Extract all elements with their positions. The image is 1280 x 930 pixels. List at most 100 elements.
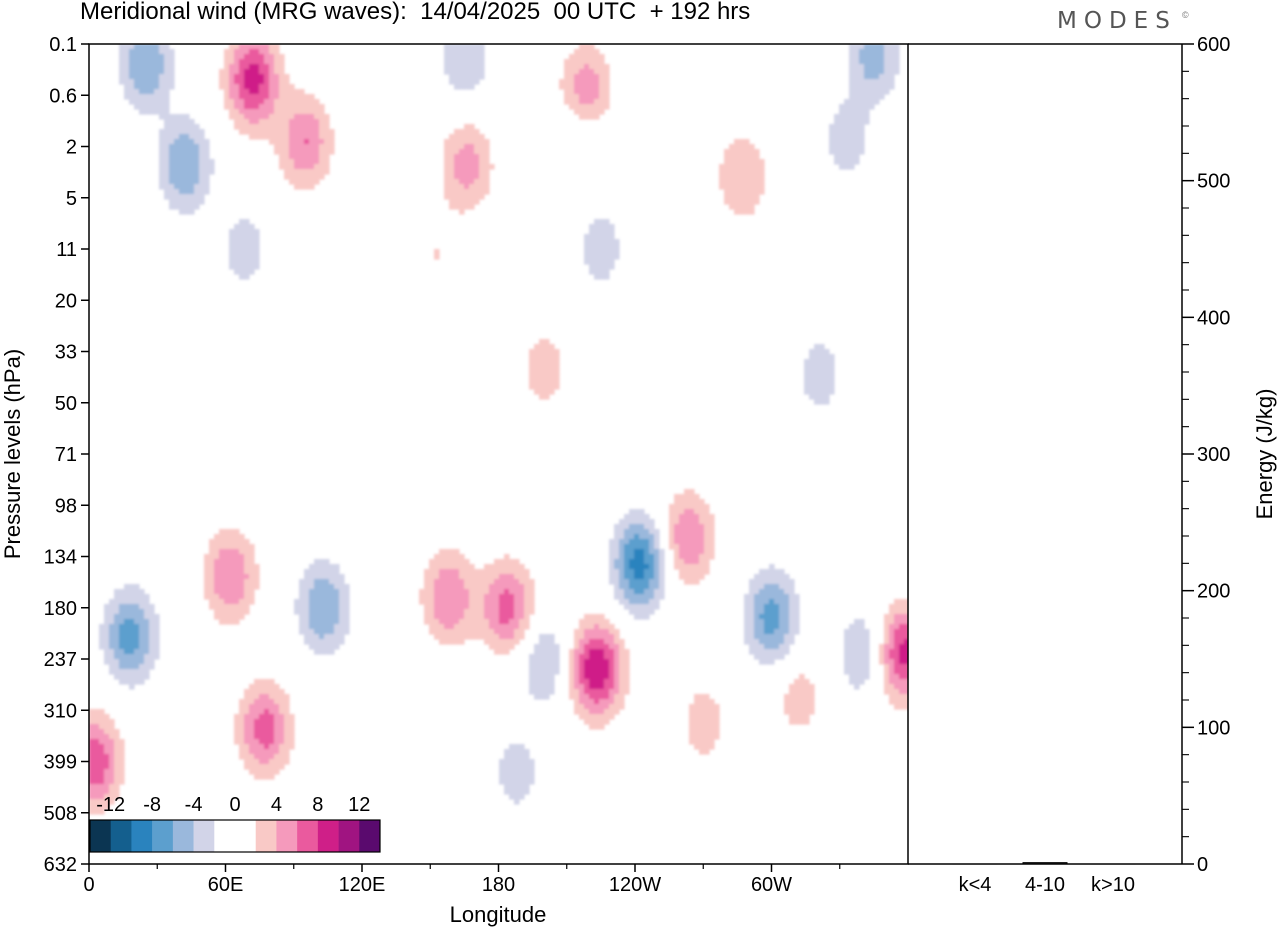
heatmap-cell <box>309 599 315 605</box>
heatmap-cell <box>164 104 170 110</box>
heatmap-cell <box>299 134 305 140</box>
heatmap-cell <box>254 244 260 250</box>
heatmap-cell <box>479 49 485 55</box>
heatmap-cell <box>704 749 710 755</box>
heatmap-cell <box>704 509 710 515</box>
heatmap-cell <box>779 619 785 625</box>
heatmap-cell <box>614 239 620 245</box>
heatmap-cell <box>494 639 500 645</box>
heatmap-cell <box>254 109 260 115</box>
heatmap-cell <box>509 759 515 765</box>
heatmap-cell <box>849 639 855 645</box>
heatmap-cell <box>849 139 855 145</box>
heatmap-cell <box>299 129 305 135</box>
heatmap-cell <box>874 64 880 70</box>
heatmap-cell <box>599 674 605 680</box>
heatmap-cell <box>104 639 110 645</box>
heatmap-cell <box>749 629 755 635</box>
heatmap-cell <box>869 84 875 90</box>
heatmap-cell <box>839 114 845 120</box>
heatmap-cell <box>254 569 260 575</box>
heatmap-cell <box>244 124 250 130</box>
heatmap-cell <box>539 339 545 345</box>
heatmap-cell <box>609 544 615 550</box>
heatmap-cell <box>614 559 620 565</box>
heatmap-cell <box>709 739 715 745</box>
heatmap-cell <box>869 64 875 70</box>
heatmap-cell <box>714 734 720 740</box>
heatmap-cell <box>889 59 895 65</box>
heatmap-cell <box>619 694 625 700</box>
heatmap-cell <box>469 64 475 70</box>
heatmap-cell <box>709 744 715 750</box>
heatmap-cell <box>629 534 635 540</box>
heatmap-cell <box>324 574 330 580</box>
heatmap-cell <box>144 609 150 615</box>
heatmap-cell <box>484 624 490 630</box>
heatmap-cell <box>244 764 250 770</box>
heatmap-cell <box>274 74 280 80</box>
heatmap-cell <box>484 149 490 155</box>
heatmap-cell <box>99 644 105 650</box>
heatmap-cell <box>849 124 855 130</box>
heatmap-cell <box>614 629 620 635</box>
heatmap-cell <box>494 569 500 575</box>
heatmap-cell <box>534 344 540 350</box>
heatmap-cell <box>519 784 525 790</box>
heatmap-cell <box>484 614 490 620</box>
heatmap-cell <box>519 619 525 625</box>
heatmap-cell <box>449 64 455 70</box>
heatmap-cell <box>219 549 225 555</box>
heatmap-cell <box>544 379 550 385</box>
heatmap-cell <box>884 629 890 635</box>
heatmap-cell <box>319 104 325 110</box>
heatmap-cell <box>589 79 595 85</box>
heatmap-cell <box>474 74 480 80</box>
heatmap-cell <box>209 544 215 550</box>
heatmap-cell <box>474 174 480 180</box>
heatmap-cell <box>319 134 325 140</box>
heatmap-cell <box>169 84 175 90</box>
heatmap-cell <box>839 129 845 135</box>
y-tick-label: 310 <box>44 700 77 722</box>
heatmap-cell <box>469 584 475 590</box>
heatmap-cell <box>254 59 260 65</box>
heatmap-cell <box>489 634 495 640</box>
heatmap-cell <box>99 744 105 750</box>
heatmap-cell <box>754 634 760 640</box>
heatmap-cell <box>319 149 325 155</box>
heatmap-cell <box>324 134 330 140</box>
colorbar-label: -8 <box>143 794 161 816</box>
heatmap-cell <box>834 129 840 135</box>
heatmap-cell <box>134 84 140 90</box>
heatmap-cell <box>479 569 485 575</box>
heatmap-cell <box>614 674 620 680</box>
heatmap-cell <box>329 139 335 145</box>
heatmap-cell <box>244 54 250 60</box>
heatmap-cell <box>774 594 780 600</box>
heatmap-cell <box>769 644 775 650</box>
heatmap-cell <box>514 784 520 790</box>
heatmap-cell <box>134 649 140 655</box>
heatmap-cell <box>674 544 680 550</box>
heatmap-cell <box>444 64 450 70</box>
heatmap-cell <box>749 579 755 585</box>
heatmap-cell <box>129 84 135 90</box>
heatmap-cell <box>314 124 320 130</box>
heatmap-cell <box>899 654 905 660</box>
heatmap-cell <box>164 179 170 185</box>
heatmap-cell <box>499 649 505 655</box>
heatmap-cell <box>774 624 780 630</box>
heatmap-cell <box>584 639 590 645</box>
heatmap-cell <box>464 139 470 145</box>
heatmap-cell <box>124 634 130 640</box>
heatmap-cell <box>279 729 285 735</box>
heatmap-cell <box>444 154 450 160</box>
heatmap-cell <box>164 159 170 165</box>
heatmap-cell <box>464 84 470 90</box>
heatmap-cell <box>169 134 175 140</box>
heatmap-cell <box>214 559 220 565</box>
heatmap-cell <box>639 509 645 515</box>
heatmap-cell <box>729 199 735 205</box>
heatmap-cell <box>444 639 450 645</box>
